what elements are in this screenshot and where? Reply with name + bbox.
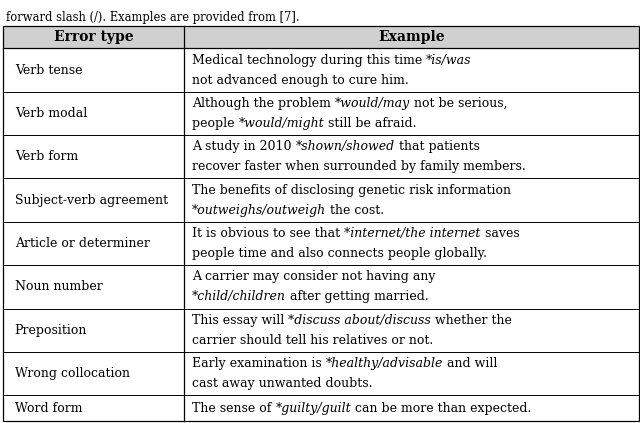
Text: people time and also connects people globally.: people time and also connects people glo…	[192, 247, 487, 260]
Text: *discuss about/discuss: *discuss about/discuss	[288, 314, 431, 327]
Text: *guilty/guilt: *guilty/guilt	[275, 401, 351, 415]
Text: Preposition: Preposition	[15, 324, 87, 337]
Text: *would/may: *would/may	[335, 97, 410, 110]
Text: Wrong collocation: Wrong collocation	[15, 367, 130, 380]
Text: the cost.: the cost.	[326, 203, 384, 217]
Bar	[3, 26, 639, 48]
Bar	[3, 92, 639, 135]
Text: *outweighs/outweigh: *outweighs/outweigh	[192, 203, 326, 217]
Text: The benefits of disclosing genetic risk information: The benefits of disclosing genetic risk …	[192, 184, 511, 197]
Text: still be afraid.: still be afraid.	[324, 117, 417, 130]
Text: *would/might: *would/might	[239, 117, 324, 130]
Text: Early examination is: Early examination is	[192, 357, 326, 370]
Bar	[3, 265, 639, 308]
Text: Medical technology during this time: Medical technology during this time	[192, 54, 426, 66]
Text: not be serious,: not be serious,	[410, 97, 508, 110]
Text: *shown/showed: *shown/showed	[296, 140, 395, 153]
Bar	[3, 135, 639, 179]
Text: Noun number: Noun number	[15, 280, 102, 293]
Text: Verb modal: Verb modal	[15, 107, 87, 120]
Text: Subject-verb agreement: Subject-verb agreement	[15, 194, 168, 206]
Text: whether the: whether the	[431, 314, 512, 327]
Text: Although the problem: Although the problem	[192, 97, 335, 110]
Text: *child/children: *child/children	[192, 290, 286, 303]
Text: cast away unwanted doubts.: cast away unwanted doubts.	[192, 377, 372, 390]
Text: forward slash (/). Examples are provided from [7].: forward slash (/). Examples are provided…	[6, 11, 300, 24]
Bar	[3, 308, 639, 352]
Text: *internet/the internet: *internet/the internet	[344, 227, 481, 240]
Bar	[3, 179, 639, 222]
Text: Verb form: Verb form	[15, 150, 78, 163]
Text: recover faster when surrounded by family members.: recover faster when surrounded by family…	[192, 160, 525, 173]
Text: saves: saves	[481, 227, 519, 240]
Text: Article or determiner: Article or determiner	[15, 237, 150, 250]
Text: A study in 2010: A study in 2010	[192, 140, 296, 153]
Text: Error type: Error type	[54, 30, 134, 44]
Text: can be more than expected.: can be more than expected.	[351, 401, 531, 415]
Bar	[3, 352, 639, 395]
Text: Word form: Word form	[15, 401, 82, 415]
Text: Example: Example	[378, 30, 445, 44]
Text: The sense of: The sense of	[192, 401, 275, 415]
Bar	[3, 395, 639, 421]
Text: This essay will: This essay will	[192, 314, 288, 327]
Text: Verb tense: Verb tense	[15, 63, 82, 77]
Text: not advanced enough to cure him.: not advanced enough to cure him.	[192, 74, 409, 86]
Text: and will: and will	[443, 357, 497, 370]
Text: that patients: that patients	[395, 140, 479, 153]
Text: *is/was: *is/was	[426, 54, 472, 66]
Text: *healthy/advisable: *healthy/advisable	[326, 357, 443, 370]
Text: carrier should tell his relatives or not.: carrier should tell his relatives or not…	[192, 334, 433, 347]
Text: people: people	[192, 117, 239, 130]
Text: A carrier may consider not having any: A carrier may consider not having any	[192, 270, 435, 283]
Text: after getting married.: after getting married.	[286, 290, 429, 303]
Bar	[3, 222, 639, 265]
Text: It is obvious to see that: It is obvious to see that	[192, 227, 344, 240]
Bar	[3, 48, 639, 92]
